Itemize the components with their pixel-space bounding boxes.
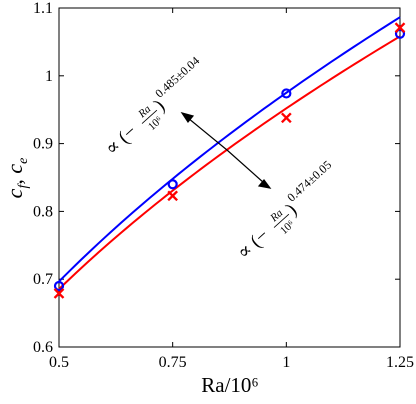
x-tick-label: 1 — [282, 354, 290, 371]
ylabel-cf: c — [2, 188, 27, 198]
arrow-shaft-blue — [187, 117, 228, 151]
data-point-cross — [53, 288, 65, 299]
svg-text:∝ (−: ∝ (− — [233, 225, 273, 264]
arrowhead-red — [257, 179, 272, 189]
data-point-circle — [281, 88, 292, 99]
plot-frame — [58, 7, 401, 348]
fit-curves — [58, 16, 401, 290]
annot-blue-prefix: ∝ (− — [101, 121, 141, 160]
svg-text:cf, ce: cf, ce — [2, 158, 31, 199]
annot-blue-exponent: 0.485±0.04 — [152, 54, 202, 101]
annotation-blue: ∝ (− Ra 10⁶ ) 0.485±0.04 — [101, 54, 202, 160]
y-tick-label: 0.7 — [33, 271, 53, 288]
data-point-circle — [53, 280, 65, 292]
annotation-red: ∝ (− Ra 10⁶ ) 0.474±0.05 — [233, 158, 334, 264]
x-tick-label: 1.25 — [386, 354, 414, 371]
x-axis-label: Ra/10⁶ — [201, 373, 258, 397]
arrow-shaft-red — [226, 149, 265, 184]
ylabel-cf-sub: f — [16, 183, 31, 189]
annot-red-den: 10⁶ — [278, 218, 297, 237]
annot-red-prefix: ∝ (− — [233, 225, 273, 264]
data-point-cross — [167, 190, 179, 202]
tick-labels: 0.5 0.75 1 1.25 0.6 0.7 0.8 0.9 1 1.1 — [33, 0, 414, 371]
x-tick-label: 0.5 — [49, 354, 69, 371]
data-point-cross — [394, 22, 406, 34]
fit-line-1 — [58, 35, 401, 290]
svg-text:∝ (−: ∝ (− — [101, 121, 141, 160]
ylabel-sep: , — [2, 174, 27, 185]
data-point-cross — [280, 112, 292, 124]
annot-blue-den: 10⁶ — [146, 114, 165, 133]
fit-line-0 — [58, 16, 401, 283]
annot-red-num: Ra — [267, 207, 285, 225]
axis-ticks — [58, 7, 401, 348]
data-point-circle — [167, 179, 178, 190]
x-tick-label: 0.75 — [159, 354, 187, 371]
annot-blue-num: Ra — [135, 103, 153, 121]
y-tick-label: 0.6 — [33, 339, 53, 356]
ylabel-ce-sub: e — [16, 158, 31, 164]
ylabel-ce: c — [2, 164, 27, 174]
data-markers — [53, 22, 406, 299]
y-tick-label: 0.9 — [33, 136, 53, 153]
annot-red-exponent: 0.474±0.05 — [284, 158, 334, 205]
data-point-circle — [394, 28, 406, 39]
y-tick-label: 1 — [45, 68, 53, 85]
arrowhead-blue — [180, 111, 195, 124]
y-tick-label: 1.1 — [33, 0, 53, 17]
y-axis-label: cf, ce — [2, 158, 31, 199]
y-tick-label: 0.8 — [33, 203, 53, 220]
annotation-arrows — [180, 111, 272, 189]
